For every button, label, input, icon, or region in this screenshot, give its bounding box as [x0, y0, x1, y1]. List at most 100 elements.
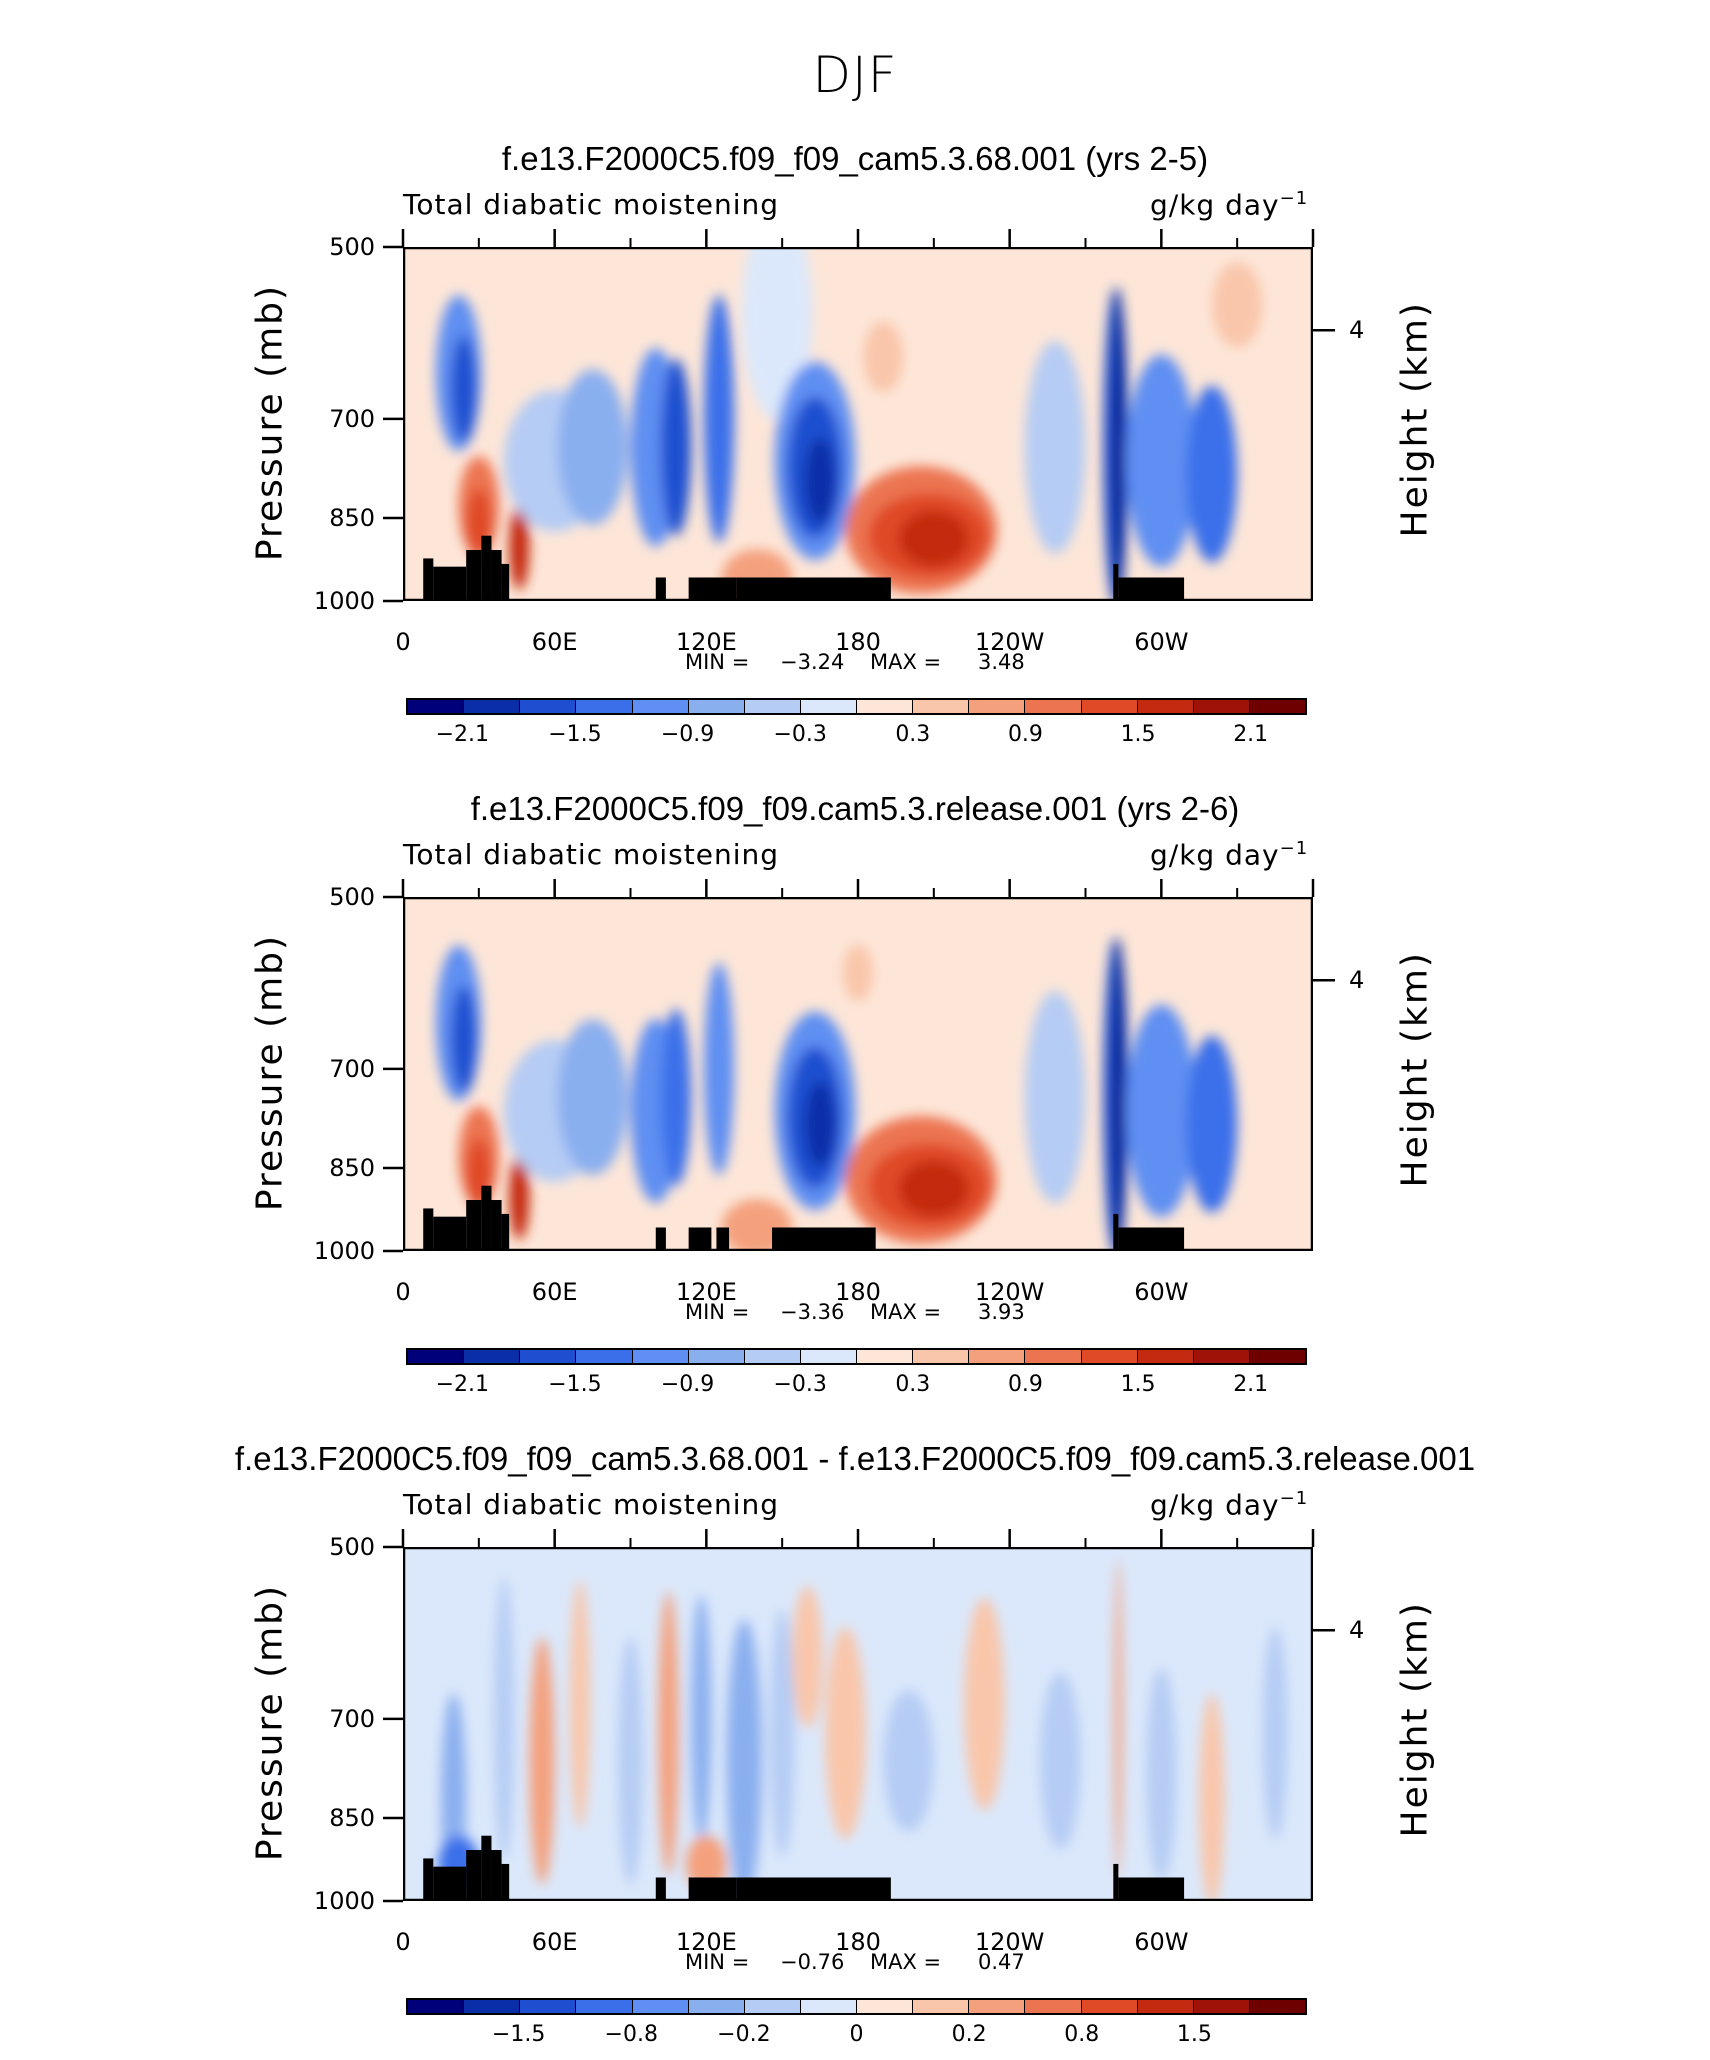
x-tick-label: 60E — [531, 1928, 578, 1956]
colorbar-label: 0.3 — [895, 1372, 931, 1397]
colorbar-label: −2.1 — [435, 722, 490, 747]
y-axis-title-right: Height (km) — [1394, 301, 1436, 538]
contour-region — [883, 1690, 934, 1832]
y-tick-label: 500 — [329, 883, 375, 911]
x-tick-label: 0 — [395, 1928, 411, 1956]
topography — [466, 1850, 482, 1901]
contour-region — [494, 1577, 515, 1861]
colorbar-label: 2.1 — [1233, 722, 1269, 747]
x-tick-label: 120E — [675, 1278, 737, 1306]
colorbar-swatch — [408, 2000, 465, 2013]
max-value: 0.47 — [978, 1950, 1025, 1974]
topography — [423, 558, 434, 601]
colorbar-label: 0 — [849, 2022, 864, 2047]
contour-region — [1024, 341, 1086, 554]
min-label: MIN = — [685, 1950, 750, 1974]
contour-region — [557, 369, 628, 526]
colorbar-label: −1.5 — [491, 2022, 546, 2047]
topography — [481, 535, 492, 601]
panel-title: f.e13.F2000C5.f09_f09_cam5.3.68.001 - f.… — [234, 1440, 1476, 1477]
colorbar-label: −2.1 — [435, 1372, 490, 1397]
y-tick-label: 1000 — [313, 1237, 375, 1265]
colorbar-label: 2.1 — [1233, 1372, 1269, 1397]
topography — [501, 1213, 510, 1251]
colorbar-swatch — [464, 1350, 521, 1363]
units-prefix: g/kg day — [1150, 838, 1280, 872]
contour-region — [842, 944, 874, 1002]
colorbar-swatch — [1137, 1350, 1194, 1363]
contour-region — [703, 294, 735, 543]
units-exponent: −1 — [1279, 188, 1309, 209]
y-axis-title-right: Height (km) — [1394, 951, 1436, 1188]
units-label: g/kg day−1 — [1150, 188, 1308, 221]
colorbar-swatch — [632, 1350, 689, 1363]
max-label: MAX = — [870, 650, 942, 674]
contour-region — [964, 1597, 1005, 1811]
colorbar-swatch — [1137, 700, 1194, 713]
topography — [491, 1200, 502, 1251]
colorbar-label: 1.5 — [1176, 2022, 1212, 2047]
contour-region — [660, 1008, 692, 1186]
colorbar-swatch — [800, 2000, 857, 2013]
contour-region — [1113, 937, 1124, 1251]
topography — [1113, 1213, 1119, 1251]
panel-2: f.e13.F2000C5.f09_f09.cam5.3.release.001… — [0, 790, 1710, 1410]
colorbar-label: 1.5 — [1120, 1372, 1156, 1397]
y-tick-label: 850 — [329, 1803, 375, 1832]
topography — [772, 1227, 876, 1251]
colorbar-label: −0.3 — [773, 1372, 827, 1397]
y-tick-label: 1000 — [313, 587, 375, 615]
contour-region — [451, 985, 477, 1092]
max-label: MAX = — [870, 1950, 942, 1974]
colorbar-swatch — [1193, 1350, 1250, 1363]
colorbar-swatch — [857, 1350, 914, 1363]
colorbar-swatch — [1249, 1350, 1305, 1363]
contour-region — [898, 1160, 970, 1217]
topography — [1118, 1877, 1185, 1901]
colorbar-swatch — [1025, 1350, 1082, 1363]
colorbar-swatch — [1081, 1350, 1138, 1363]
topography — [466, 1200, 482, 1251]
contour-region — [1125, 354, 1197, 568]
colorbar-label: 1.5 — [1120, 722, 1156, 747]
plot-frame — [403, 247, 1313, 601]
colorbar — [406, 1998, 1307, 2015]
contour-region — [1040, 1672, 1081, 1850]
contour-region — [726, 1619, 762, 1901]
topography — [423, 1208, 434, 1251]
colorbar-swatch — [744, 700, 801, 713]
y-tick-label: 500 — [329, 233, 375, 261]
colorbar-label: 0.3 — [895, 722, 931, 747]
units-label: g/kg day−1 — [1150, 838, 1308, 871]
contour-field — [403, 1547, 1313, 1901]
contour-region — [691, 1594, 712, 1843]
panel-title: f.e13.F2000C5.f09_f09_cam5.3.68.001 (yrs… — [501, 140, 1209, 177]
contour-region — [769, 1609, 795, 1858]
x-tick-label: 60W — [1134, 1278, 1189, 1306]
contour-plot — [403, 897, 1313, 1251]
max-label: MAX = — [870, 1300, 942, 1324]
colorbar-swatch — [688, 1350, 745, 1363]
colorbar-swatch — [1193, 700, 1250, 713]
contour-region — [509, 1154, 530, 1240]
right-tick-label: 4 — [1349, 966, 1365, 995]
colorbar-swatch — [576, 1350, 633, 1363]
topography — [716, 1227, 730, 1251]
contour-region — [1186, 1035, 1238, 1213]
colorbar-swatch — [576, 700, 633, 713]
contour-region — [1113, 287, 1124, 601]
colorbar-label: 0.9 — [1007, 1372, 1043, 1397]
contour-region — [1024, 991, 1086, 1204]
topography — [1113, 563, 1119, 601]
min-value: −0.76 — [780, 1950, 845, 1974]
topography — [1113, 1863, 1119, 1901]
contour-region — [804, 1081, 836, 1167]
contour-region — [1146, 1667, 1177, 1881]
topography — [688, 1227, 712, 1251]
x-tick-label: 60E — [531, 1278, 578, 1306]
topography — [491, 1850, 502, 1901]
y-tick-label: 850 — [329, 1153, 375, 1182]
figure-title: DJF — [812, 46, 898, 104]
colorbar-swatch — [1137, 2000, 1194, 2013]
colorbar-swatch — [408, 1350, 465, 1363]
